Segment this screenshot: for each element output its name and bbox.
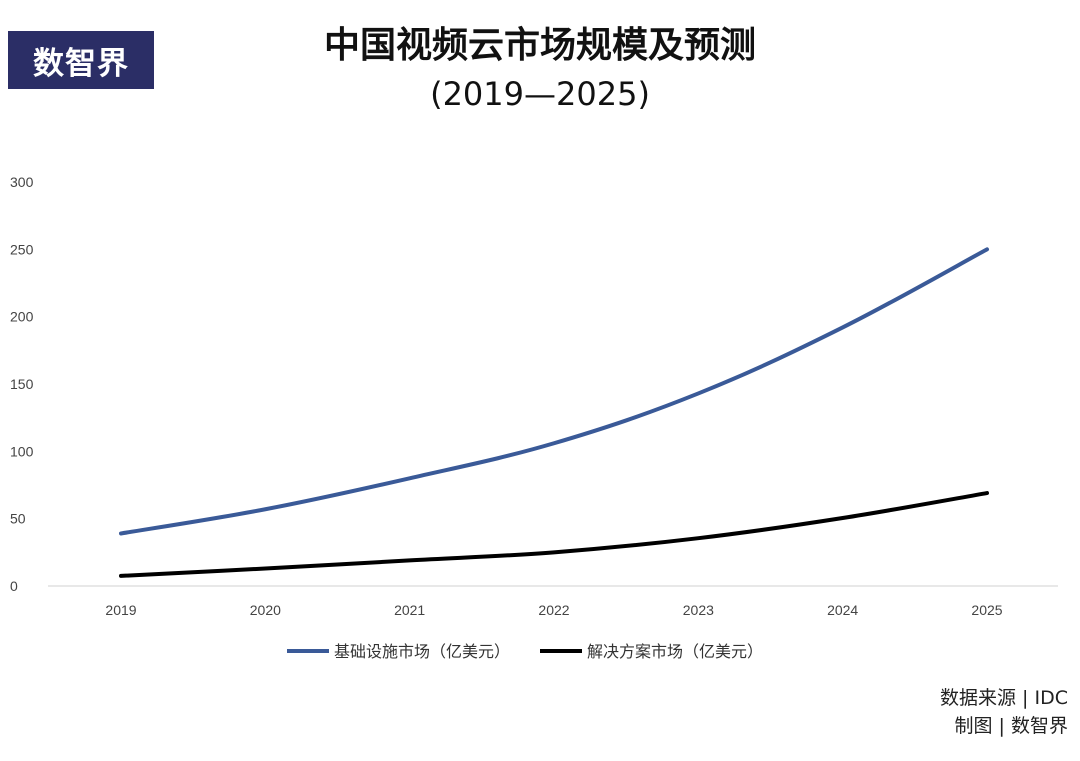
chart-header: 中国视频云市场规模及预测 (2019—2025) [180, 22, 900, 116]
x-tick-label: 2025 [971, 602, 1002, 618]
chart-credit: 制图 | 数智界 [954, 715, 1068, 737]
chart-footer: 数据来源 | IDC 制图 | 数智界 [940, 684, 1068, 740]
x-tick-label: 2020 [250, 602, 281, 618]
y-tick-label: 250 [10, 241, 34, 257]
legend: 基础设施市场（亿美元） 解决方案市场（亿美元） [287, 642, 763, 661]
x-tick-label: 2019 [105, 602, 136, 618]
x-tick-label: 2022 [538, 602, 569, 618]
legend-label: 基础设施市场（亿美元） [334, 642, 510, 661]
y-tick-label: 100 [10, 443, 34, 459]
legend-label: 解决方案市场（亿美元） [587, 642, 763, 661]
x-tick-label: 2021 [394, 602, 425, 618]
y-tick-label: 200 [10, 309, 34, 325]
x-tick-label: 2023 [683, 602, 714, 618]
x-tick-label: 2024 [827, 602, 858, 618]
data-source: 数据来源 | IDC [940, 687, 1068, 709]
x-axis-ticks: 2019 2020 2021 2022 2023 2024 2025 [105, 602, 1002, 618]
y-axis-ticks: 0 50 100 150 200 250 300 [10, 174, 34, 594]
y-tick-label: 0 [10, 578, 18, 594]
brand-logo: 数智界 [8, 31, 154, 89]
series-line-1 [119, 247, 989, 536]
series-line-2 [119, 491, 989, 578]
series-lines [119, 247, 989, 578]
y-tick-label: 50 [10, 511, 26, 527]
y-tick-label: 300 [10, 174, 34, 190]
chart-subtitle: (2019—2025) [430, 75, 650, 113]
y-tick-label: 150 [10, 376, 34, 392]
logo-text: 数智界 [33, 45, 129, 82]
chart-title: 中国视频云市场规模及预测 [323, 25, 756, 66]
